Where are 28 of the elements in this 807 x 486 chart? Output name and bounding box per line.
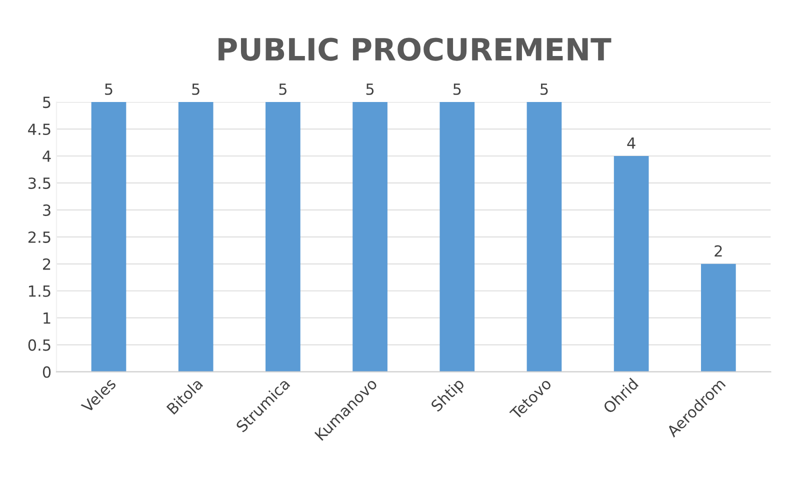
bar — [440, 102, 475, 372]
y-tick-label: 0.5 — [28, 339, 50, 351]
bar — [178, 102, 214, 372]
y-tick-label: 1 — [44, 312, 50, 324]
bar — [701, 264, 736, 372]
y-tick-label: 4 — [42, 150, 51, 162]
y-tick-label: 5 — [43, 96, 50, 108]
data-label: 5 — [453, 84, 461, 95]
bar — [526, 102, 562, 372]
bar — [91, 102, 126, 372]
y-tick-label: 2.5 — [28, 231, 50, 243]
data-label: 5 — [366, 84, 374, 95]
y-tick-label: 1.5 — [29, 286, 50, 297]
y-tick-label: 3.5 — [28, 177, 50, 189]
chart-title: PUBLIC PROCUREMENT — [218, 38, 612, 61]
data-label: 2 — [714, 245, 722, 257]
bar — [266, 102, 300, 372]
data-label: 5 — [279, 84, 286, 95]
bar — [614, 156, 649, 372]
data-label: 5 — [192, 84, 200, 95]
y-tick-label: 2 — [43, 258, 50, 270]
y-tick-label: 3 — [43, 204, 50, 216]
data-label: 5 — [105, 84, 112, 95]
bar — [352, 102, 388, 372]
data-label: 4 — [627, 138, 636, 149]
data-label: 5 — [540, 84, 548, 95]
y-tick-label: 0 — [42, 366, 51, 378]
y-tick-label: 4.5 — [28, 124, 50, 136]
